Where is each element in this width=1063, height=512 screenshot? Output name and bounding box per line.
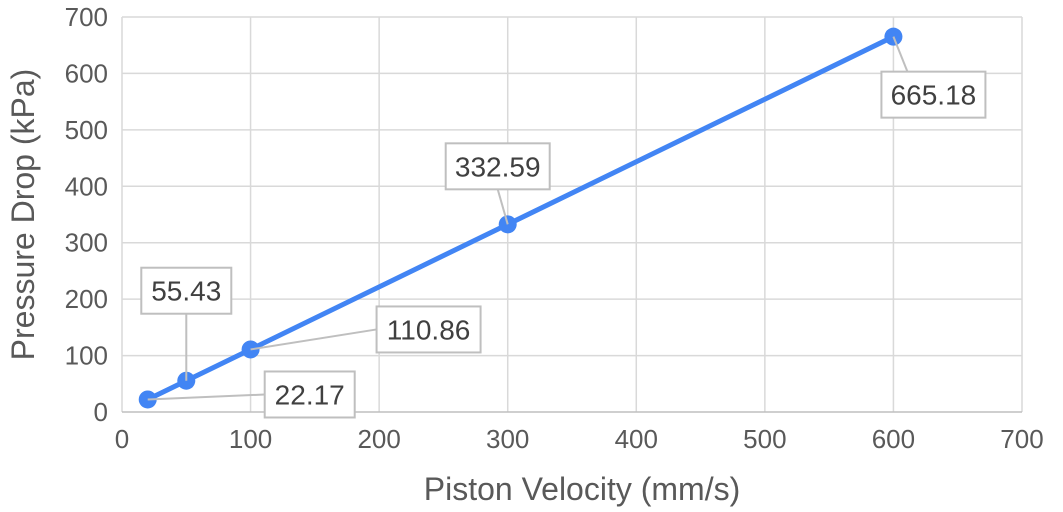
x-tick-label: 700 [1000,424,1043,454]
data-label-text: 332.59 [455,151,541,182]
data-label-text: 22.17 [275,379,345,410]
x-tick-label: 0 [115,424,129,454]
data-label-leader [496,189,509,225]
x-tick-label: 200 [357,424,400,454]
x-tick-label: 300 [486,424,529,454]
x-axis-title: Piston Velocity (mm/s) [424,471,741,507]
data-label-leader [892,36,909,73]
y-tick-label: 400 [65,171,108,201]
data-point [241,340,260,359]
data-label-box [375,305,482,354]
y-tick-label: 600 [65,58,108,88]
y-tick-label: 700 [65,2,108,32]
data-label-box [880,70,987,119]
series [138,27,903,409]
y-tick-label: 500 [65,115,108,145]
y-tick-label: 300 [65,228,108,258]
data-label-box [140,266,233,315]
data-label-box [263,370,356,419]
y-tick-label: 100 [65,341,108,371]
axes: 0 100 200 300 400 500 600 700 0 100 200 300 400 500 60… [65,2,1044,454]
x-tick-label: 100 [229,424,272,454]
data-label-text: 665.18 [891,80,977,111]
y-tick-label: 0 [94,397,108,427]
x-tick-label: 400 [615,424,658,454]
y-tick-label: 200 [65,284,108,314]
gridlines [121,16,1023,412]
data-label: 110.86 [250,305,482,354]
data-label: 332.59 [444,142,551,225]
data-label-text: 110.86 [387,314,471,345]
y-axis-title: Pressure Drop (kPa) [5,69,41,361]
series-line [146,34,895,402]
x-tick-label: 600 [872,424,915,454]
data-label-text: 55.43 [151,276,221,307]
data-label: 22.17 [147,370,356,419]
x-tick-label: 500 [743,424,786,454]
data-label: 55.43 [140,266,233,381]
data-label-leader [147,393,265,401]
data-label-box [444,142,551,191]
data-label: 665.18 [880,36,987,119]
data-label-leader [250,328,377,351]
data-labels: 22.17 55.43 110.86 332.59 665.18 [140,36,987,419]
